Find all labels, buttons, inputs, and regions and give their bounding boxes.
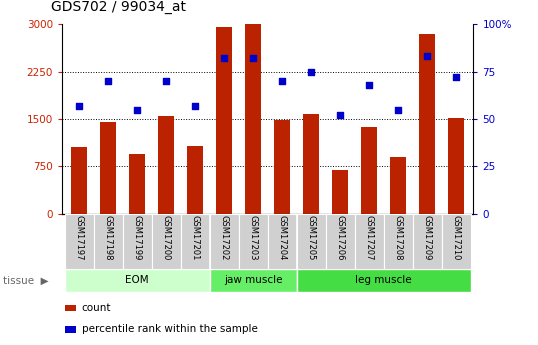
Bar [355,214,384,269]
Bar [332,170,348,214]
Bar [72,148,87,214]
Bar [448,118,464,214]
Bar [187,146,203,214]
Bar [94,214,123,269]
Bar [65,305,76,311]
Text: GDS702 / 99034_at: GDS702 / 99034_at [51,0,186,14]
Point [452,75,461,80]
Bar [65,269,210,292]
Text: EOM: EOM [125,275,149,285]
Bar [296,269,471,292]
Bar [325,214,355,269]
Text: GSM17206: GSM17206 [336,215,345,260]
Bar [268,214,296,269]
Point [365,82,373,88]
Text: GSM17198: GSM17198 [104,215,113,260]
Bar [442,214,471,269]
Text: GSM17200: GSM17200 [162,215,171,260]
Point [162,78,171,84]
Point [307,69,315,74]
Text: GSM17207: GSM17207 [365,215,373,260]
Text: count: count [82,303,111,313]
Bar [239,214,268,269]
Point [220,56,229,61]
Point [394,107,402,112]
Bar [210,214,239,269]
Point [336,112,344,118]
Bar [274,120,290,214]
Point [133,107,141,112]
Text: GSM17208: GSM17208 [394,215,402,260]
Bar [158,116,174,214]
Point [278,78,286,84]
Bar [245,24,261,214]
Text: jaw muscle: jaw muscle [224,275,282,285]
Bar [123,214,152,269]
Point [191,103,200,108]
Text: GSM17204: GSM17204 [278,215,287,260]
Point [423,54,431,59]
Text: GSM17210: GSM17210 [451,215,461,260]
Bar [296,214,325,269]
Text: leg muscle: leg muscle [355,275,412,285]
Text: GSM17201: GSM17201 [190,215,200,260]
Bar [303,114,319,214]
Bar [419,34,435,214]
Bar [181,214,210,269]
Text: GSM17205: GSM17205 [307,215,316,260]
Text: tissue  ▶: tissue ▶ [3,275,48,285]
Point [249,56,258,61]
Bar [390,157,406,214]
Bar [216,27,232,214]
Bar [152,214,181,269]
Bar [384,214,413,269]
Text: GSM17209: GSM17209 [422,215,431,260]
Bar [413,214,442,269]
Point [75,103,83,108]
Text: GSM17199: GSM17199 [133,215,141,260]
Text: GSM17197: GSM17197 [75,215,84,260]
Bar [65,326,76,333]
Text: percentile rank within the sample: percentile rank within the sample [82,325,258,334]
Point [104,78,112,84]
Text: GSM17203: GSM17203 [249,215,258,260]
Bar [129,154,145,214]
Bar [100,122,116,214]
Bar [361,127,377,214]
Bar [65,214,94,269]
Bar [210,269,296,292]
Text: GSM17202: GSM17202 [220,215,229,260]
